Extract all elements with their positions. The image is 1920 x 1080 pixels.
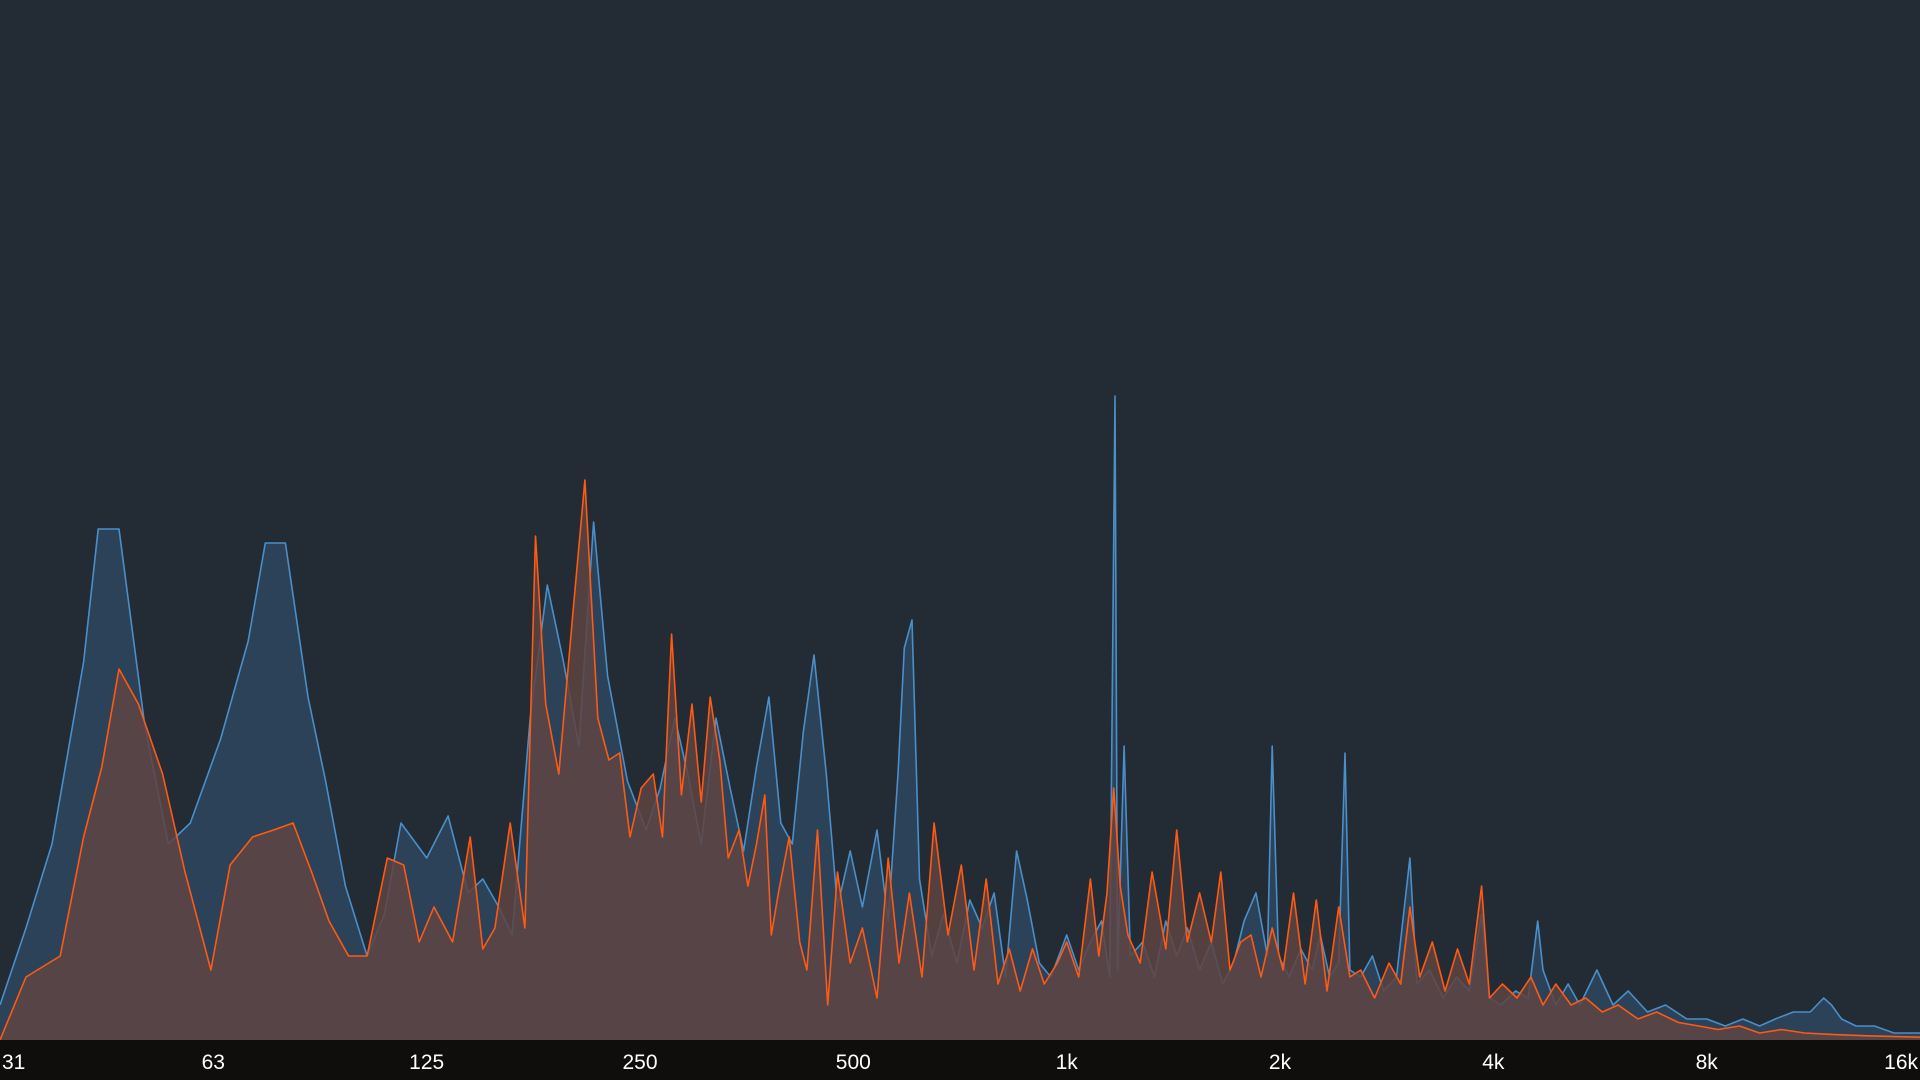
x-tick-label: 16k bbox=[1884, 1051, 1918, 1074]
x-tick-label: 1k bbox=[1056, 1051, 1079, 1074]
x-tick-label: 31 bbox=[2, 1051, 25, 1074]
x-tick-label: 125 bbox=[409, 1051, 444, 1074]
spectrum-series-layer bbox=[0, 395, 1920, 1041]
x-tick-label: 4k bbox=[1482, 1051, 1505, 1074]
series-2-line bbox=[0, 479, 1920, 1041]
x-tick-label: 8k bbox=[1696, 1051, 1719, 1074]
x-tick-label: 250 bbox=[622, 1051, 657, 1074]
series-2-area bbox=[0, 480, 1920, 1040]
x-tick-label: 500 bbox=[836, 1051, 871, 1074]
frequency-tick-labels: 31 63 125 250 500 1k 2k 4k 8k 16k bbox=[2, 1051, 1918, 1074]
x-tick-label: 2k bbox=[1269, 1051, 1292, 1074]
x-tick-label: 63 bbox=[202, 1051, 225, 1074]
frequency-axis-band bbox=[0, 1040, 1920, 1080]
series-2 bbox=[0, 479, 1920, 1041]
